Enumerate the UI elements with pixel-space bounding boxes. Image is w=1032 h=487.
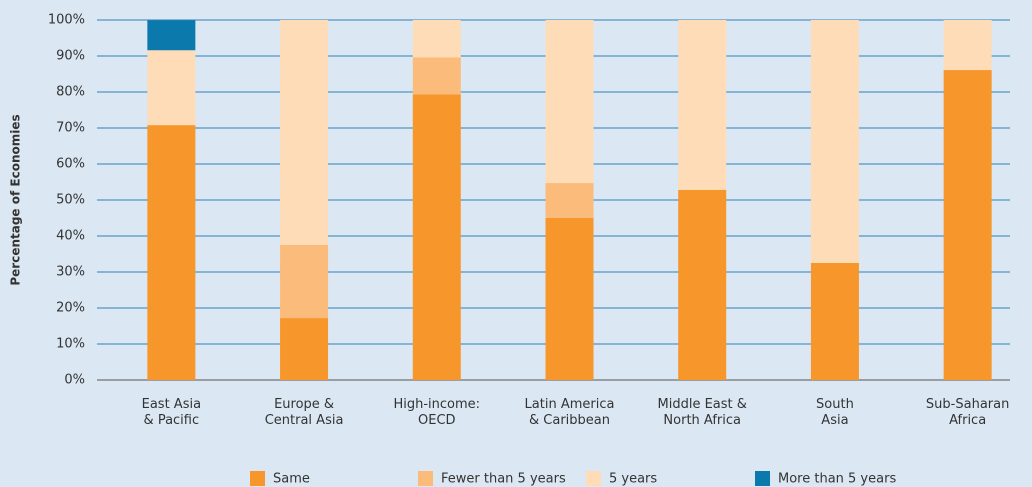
bar-segment: [678, 189, 727, 380]
x-tick-label-line: Africa: [949, 413, 986, 428]
x-tick-label: Middle East & North Africa: [658, 397, 747, 428]
x-tick-label: East Asia & Pacific: [142, 397, 201, 428]
x-tick-label-line: Europe &: [274, 397, 334, 412]
y-tick-label: 90%: [56, 49, 85, 64]
legend-label: Fewer than 5 years: [441, 472, 566, 487]
bar-segment: [545, 218, 594, 380]
bar-segment: [147, 125, 196, 381]
bar-segment: [545, 20, 594, 184]
x-tick-label-line: Sub-Saharan: [926, 397, 1009, 412]
y-tick-label: 0%: [64, 373, 85, 388]
y-tick-label: 70%: [56, 121, 85, 136]
bar-segment: [412, 57, 461, 95]
legend-swatch: [586, 471, 601, 486]
x-tick-label-line: High-income:: [393, 397, 480, 412]
bar-segment: [943, 20, 992, 71]
y-tick-label: 10%: [56, 337, 85, 352]
x-tick-label-line: East Asia: [142, 397, 201, 412]
x-tick-label: Sub-Saharan Africa: [926, 397, 1009, 428]
bar-segment: [810, 263, 859, 380]
y-tick-label: 100%: [48, 13, 85, 28]
legend-label: 5 years: [609, 472, 657, 487]
x-tick-label: South Asia: [816, 397, 854, 428]
x-tick-label-line: & Pacific: [144, 413, 200, 428]
y-tick-label: 20%: [56, 301, 85, 316]
legend-label: More than 5 years: [778, 472, 896, 487]
bar-segment: [545, 183, 594, 218]
legend-swatch: [250, 471, 265, 486]
x-tick-label-line: Middle East &: [658, 397, 747, 412]
x-tick-label-line: South: [816, 397, 854, 412]
bar-segment: [412, 20, 461, 58]
x-tick-label-line: Latin America: [525, 397, 615, 412]
x-tick-label: Latin America & Caribbean: [525, 397, 615, 428]
bar-segment: [147, 50, 196, 126]
bar-segment: [943, 70, 992, 380]
x-tick-label-line: North Africa: [663, 413, 741, 428]
y-tick-label: 30%: [56, 265, 85, 280]
x-tick-label-line: & Caribbean: [529, 413, 610, 428]
x-tick-label-line: Asia: [821, 413, 848, 428]
y-tick-label: 40%: [56, 229, 85, 244]
bar-segment: [280, 318, 329, 380]
x-tick-label: Europe & Central Asia: [265, 397, 344, 428]
legend-label: Same: [273, 472, 310, 487]
bar-segment: [280, 20, 329, 245]
legend-swatch: [755, 471, 770, 486]
bar-segment: [412, 94, 461, 381]
x-tick-label-line: OECD: [418, 413, 456, 428]
y-tick-label: 60%: [56, 157, 85, 172]
bar-segment: [678, 20, 727, 190]
y-tick-label: 50%: [56, 193, 85, 208]
y-axis-label: Percentage of Economies: [9, 114, 23, 285]
legend-swatch: [418, 471, 433, 486]
bar-segment: [147, 20, 196, 51]
bar-segment: [810, 20, 859, 263]
x-tick-label-line: Central Asia: [265, 413, 344, 428]
bar-segment: [280, 245, 329, 319]
x-tick-label: High-income: OECD: [393, 397, 480, 428]
y-tick-label: 80%: [56, 85, 85, 100]
